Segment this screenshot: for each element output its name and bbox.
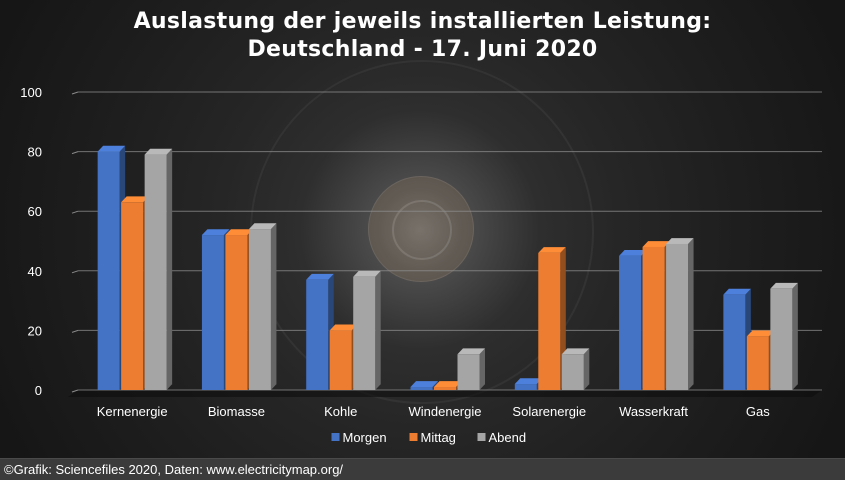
bar bbox=[144, 154, 167, 390]
gridline-slant bbox=[71, 210, 79, 214]
bars bbox=[97, 145, 798, 390]
y-tick-label: 60 bbox=[28, 204, 42, 219]
legend-swatch bbox=[331, 433, 340, 441]
x-axis: Kernenergie Biomasse Kohle Windenergie Solar… bbox=[97, 404, 771, 419]
bar-top bbox=[201, 229, 230, 236]
bar-top bbox=[723, 288, 751, 295]
x-category-label: Solarenergie bbox=[512, 404, 586, 419]
bar-top bbox=[746, 330, 775, 337]
chart-floor bbox=[68, 390, 822, 397]
bar-top bbox=[561, 348, 590, 355]
bar bbox=[561, 354, 584, 390]
y-tick-label: 100 bbox=[20, 85, 42, 100]
y-axis: 0 20 40 60 80 100 bbox=[20, 85, 42, 398]
bar bbox=[225, 235, 248, 390]
bar-top bbox=[248, 223, 277, 230]
gridline-slant bbox=[71, 151, 79, 155]
bar bbox=[306, 279, 329, 390]
bar-top bbox=[514, 378, 543, 385]
bar-top bbox=[619, 250, 647, 256]
bar bbox=[514, 384, 537, 390]
gridline-slant bbox=[71, 329, 79, 333]
bar-side bbox=[432, 381, 438, 390]
legend-label: Abend bbox=[489, 430, 527, 445]
x-category-label: Windenergie bbox=[409, 404, 482, 419]
legend-swatch bbox=[409, 433, 418, 441]
bar bbox=[329, 330, 352, 390]
bar-top bbox=[457, 348, 485, 355]
chart-title-line2: Deutschland - 17. Juni 2020 bbox=[247, 37, 598, 62]
bar bbox=[457, 354, 480, 390]
bar bbox=[201, 235, 224, 390]
bar-top bbox=[97, 145, 126, 152]
bar-side bbox=[792, 282, 798, 390]
bar-top bbox=[666, 238, 694, 244]
chart-title-line1: Auslastung der jeweils installierten Lei… bbox=[133, 9, 712, 34]
bar-side bbox=[166, 148, 173, 390]
bar bbox=[434, 387, 456, 390]
bar-top bbox=[329, 324, 358, 331]
bar-top bbox=[642, 241, 671, 247]
bar-side bbox=[270, 223, 277, 390]
bar bbox=[97, 151, 120, 390]
source-footer: ©Grafik: Sciencefiles 2020, Daten: www.e… bbox=[0, 458, 845, 480]
bar-top bbox=[410, 381, 438, 388]
bar bbox=[353, 276, 376, 390]
bar-top bbox=[353, 270, 381, 277]
bar bbox=[410, 387, 433, 390]
bar-top bbox=[770, 282, 798, 289]
bar bbox=[642, 246, 665, 390]
bar bbox=[619, 255, 642, 390]
bar-top bbox=[225, 229, 253, 236]
legend: Morgen Mittag Abend bbox=[331, 430, 527, 445]
bar bbox=[538, 252, 561, 390]
x-category-label: Biomasse bbox=[208, 404, 265, 419]
bar bbox=[248, 229, 271, 390]
bar-top bbox=[538, 247, 566, 253]
bar-side bbox=[375, 270, 381, 390]
x-category-label: Wasserkraft bbox=[619, 404, 688, 419]
y-tick-label: 0 bbox=[35, 383, 42, 398]
bar bbox=[746, 336, 769, 390]
bar-top bbox=[144, 148, 173, 155]
y-tick-label: 80 bbox=[28, 145, 42, 160]
bar-side bbox=[688, 238, 694, 390]
y-tick-label: 20 bbox=[28, 323, 42, 338]
gridlines bbox=[68, 91, 822, 397]
bar-side bbox=[583, 348, 590, 390]
bar bbox=[723, 294, 746, 390]
gridline-slant bbox=[71, 270, 79, 274]
gridline-slant bbox=[71, 389, 79, 393]
bar-side bbox=[479, 348, 485, 390]
legend-label: Mittag bbox=[421, 430, 456, 445]
x-category-label: Kernenergie bbox=[97, 404, 168, 419]
bar-top bbox=[306, 273, 334, 280]
bar bbox=[666, 243, 689, 390]
x-category-label: Gas bbox=[746, 404, 770, 419]
gridline-slant bbox=[71, 91, 79, 95]
chart-title: Auslastung der jeweils installierten Lei… bbox=[0, 8, 845, 64]
y-tick-label: 40 bbox=[28, 264, 42, 279]
bar-top bbox=[434, 381, 462, 388]
bar bbox=[770, 288, 793, 390]
bar-top bbox=[121, 196, 149, 203]
x-category-label: Kohle bbox=[324, 404, 357, 419]
legend-label: Morgen bbox=[343, 430, 387, 445]
legend-swatch bbox=[477, 433, 486, 441]
bar bbox=[121, 202, 144, 390]
